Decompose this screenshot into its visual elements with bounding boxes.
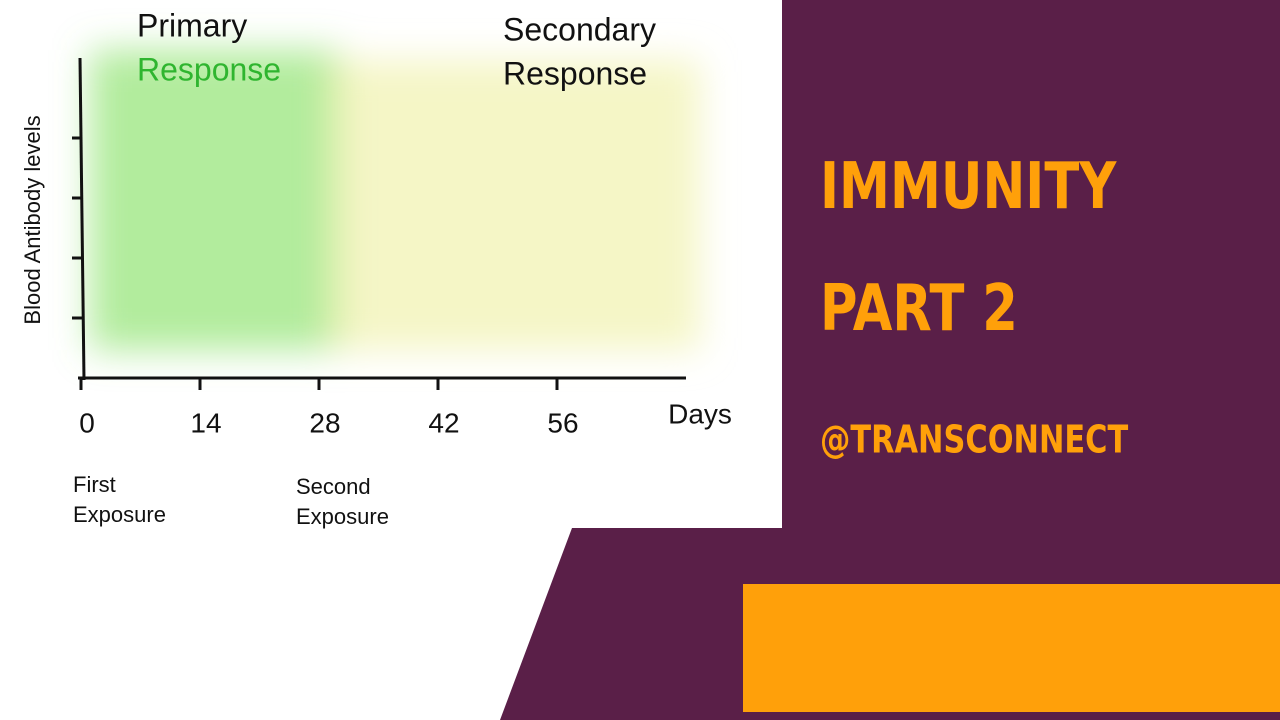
x-axis-label: Days [668,398,732,429]
x-tick-label: 28 [309,407,340,438]
annotation: First [73,472,116,497]
orange-bar [743,584,1280,712]
annotation: Response [503,55,647,91]
annotation: Secondary [503,11,656,47]
x-tick-label: 42 [428,407,459,438]
x-tick-label: 56 [547,407,578,438]
banner-handle: @TRANSCONNECT [820,418,1129,462]
banner-title: PART 2 [820,270,1018,345]
y-axis-label: Blood Antibody levels [20,115,45,324]
annotation: Response [137,51,281,87]
annotation: Primary [137,7,247,43]
watercolor [90,50,700,350]
x-tick-label: 14 [190,407,221,438]
y-axis [78,57,86,381]
x-tick-label: 0 [79,407,95,438]
banner-title: IMMUNITY [820,148,1117,223]
annotation: Exposure [296,504,389,529]
annotation: Second [296,474,371,499]
annotation: Exposure [73,502,166,527]
